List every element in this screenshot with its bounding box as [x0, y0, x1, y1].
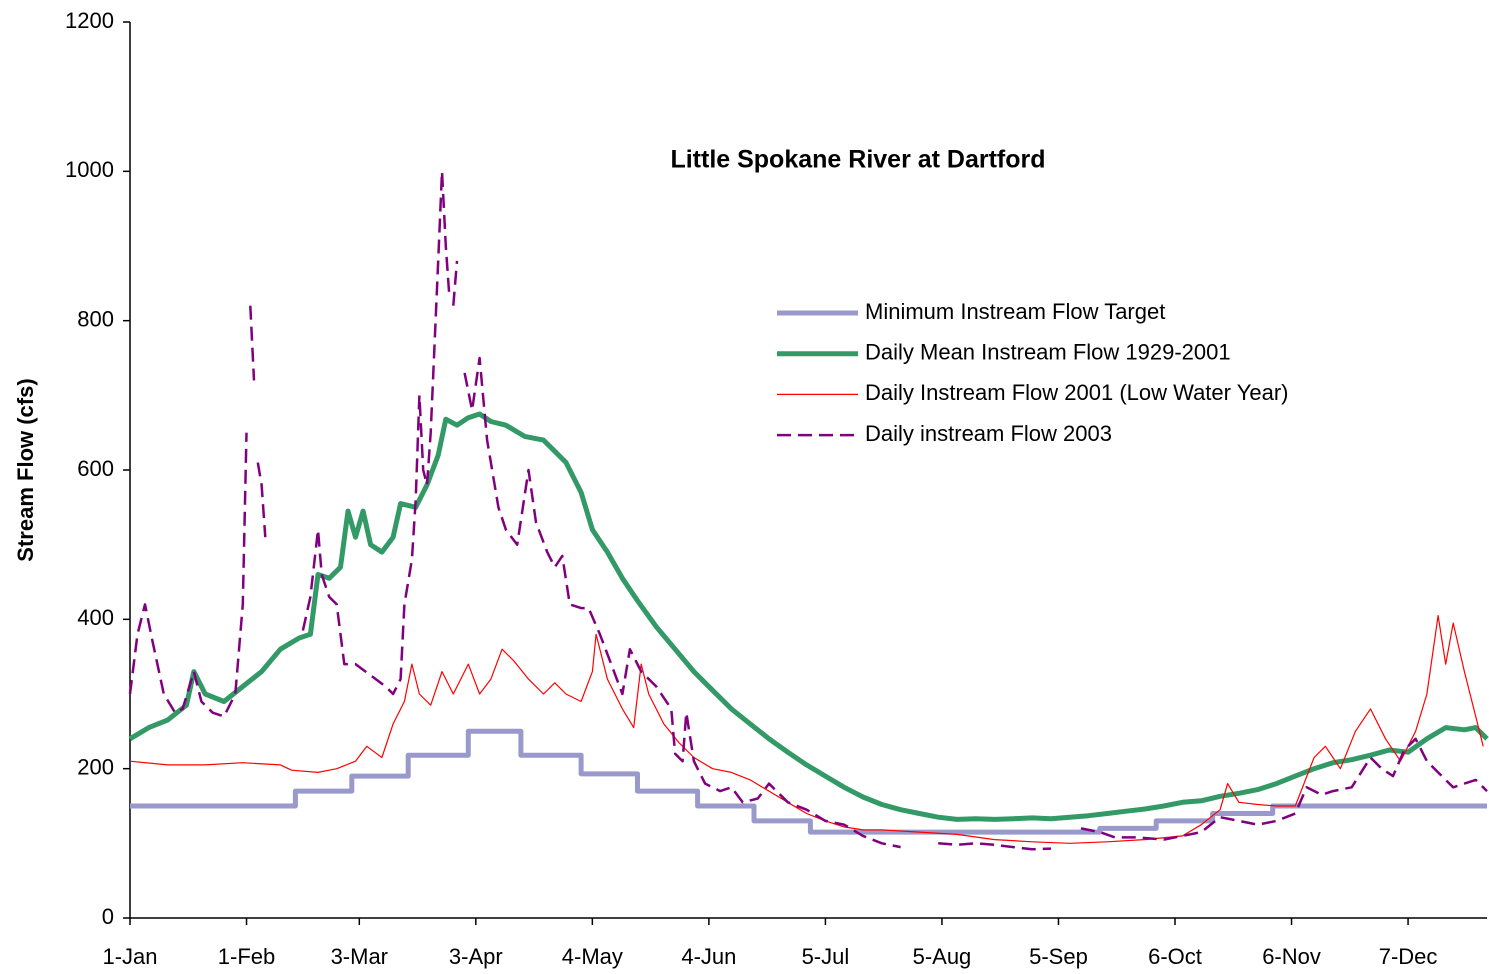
series-line: [128, 411, 1489, 822]
x-tick-label: 7-Dec: [1379, 944, 1438, 969]
x-tick-label: 6-Nov: [1262, 944, 1321, 969]
legend-label: Daily Mean Instream Flow 1929-2001: [865, 340, 1231, 365]
series-line: [128, 170, 1488, 851]
legend-label: Daily Instream Flow 2001 (Low Water Year…: [865, 380, 1288, 405]
y-tick-label: 200: [77, 754, 114, 779]
x-tick-label: 6-Oct: [1148, 944, 1202, 969]
x-tick-label: 5-Aug: [913, 944, 972, 969]
y-tick-label: 1000: [65, 157, 114, 182]
chart-title: Little Spokane River at Dartford: [670, 146, 1045, 174]
x-tick-label: 1-Feb: [218, 944, 275, 969]
x-tick-label: 4-May: [562, 944, 623, 969]
legend-label: Daily instream Flow 2003: [865, 421, 1112, 446]
series-line: [130, 728, 1487, 835]
y-tick-label: 600: [77, 456, 114, 481]
series-line: [129, 615, 1484, 844]
y-tick-label: 0: [102, 904, 114, 929]
x-tick-label: 3-Mar: [331, 944, 388, 969]
x-tick-label: 4-Jun: [681, 944, 736, 969]
y-axis-label: Stream Flow (cfs): [13, 378, 38, 561]
x-tick-label: 5-Jul: [802, 944, 850, 969]
legend-label: Minimum Instream Flow Target: [865, 299, 1165, 324]
x-tick-label: 3-Apr: [449, 944, 503, 969]
x-tick-label: 1-Jan: [102, 944, 157, 969]
y-tick-label: 400: [77, 605, 114, 630]
y-tick-label: 800: [77, 306, 114, 331]
x-tick-label: 5-Sep: [1029, 944, 1088, 969]
y-tick-label: 1200: [65, 8, 114, 33]
